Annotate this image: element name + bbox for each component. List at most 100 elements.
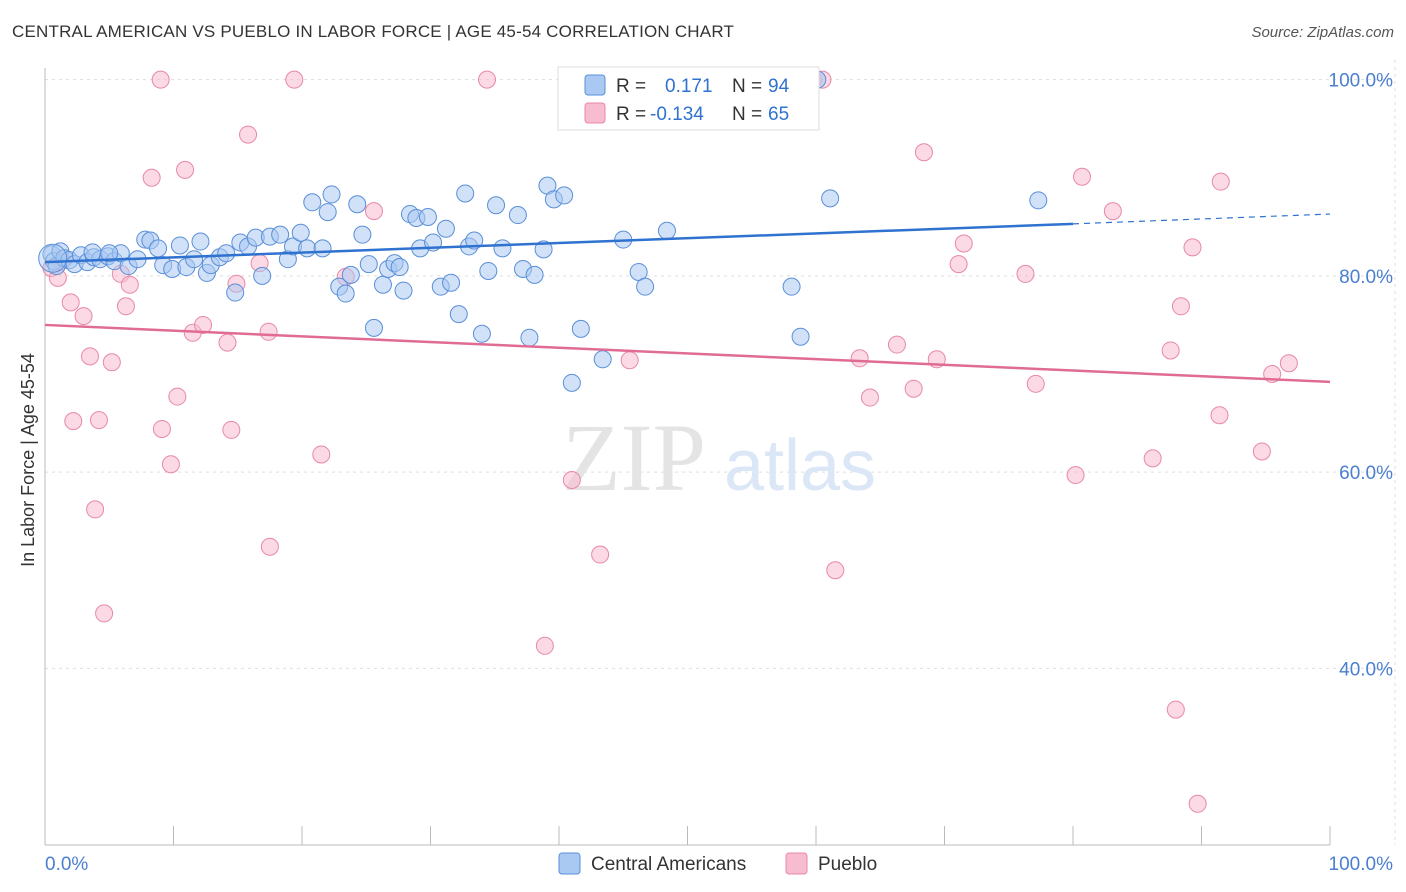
y-tick-label: 40.0% <box>1339 659 1393 680</box>
central-americans-point <box>1029 191 1048 210</box>
pueblo-point <box>478 70 497 89</box>
pueblo-trend-line <box>44 323 1331 384</box>
pueblo-point <box>1252 442 1271 461</box>
central-americans-point <box>390 258 409 277</box>
pueblo-point <box>218 333 237 352</box>
central-americans-point <box>562 373 581 392</box>
pueblo-point <box>239 125 258 144</box>
pueblo-point <box>260 537 279 556</box>
series-label-central-americans: Central Americans <box>591 854 746 875</box>
y-tick-label: 80.0% <box>1339 267 1393 288</box>
central-americans-point <box>341 265 360 284</box>
pueblo-point <box>61 293 80 312</box>
chart-title: CENTRAL AMERICAN VS PUEBLO IN LABOR FORC… <box>12 22 735 41</box>
central-americans-point <box>291 223 310 242</box>
y-tick-labels: 40.0% 60.0% 80.0% 100.0% <box>1329 71 1394 681</box>
central-americans-point <box>373 275 392 294</box>
source-label: Source: ZipAtlas.com <box>1251 24 1394 41</box>
pueblo-point <box>949 255 968 274</box>
central-americans-point <box>571 319 590 338</box>
central-americans-point <box>253 266 272 285</box>
pueblo-point <box>64 412 83 431</box>
pueblo-point <box>120 275 139 294</box>
pueblo-point <box>1171 297 1190 316</box>
legend-r-label-2: R = <box>616 104 646 125</box>
central-americans-point <box>353 225 372 244</box>
central-americans-point <box>791 327 810 346</box>
pueblo-point <box>89 411 108 430</box>
central-americans-point <box>821 189 840 208</box>
y-tick-label: 60.0% <box>1339 463 1393 484</box>
central-americans-point <box>303 193 322 212</box>
pueblo-point <box>850 349 869 368</box>
pueblo-point <box>826 561 845 580</box>
pueblo-point <box>1183 238 1202 257</box>
central-americans-point <box>555 186 574 205</box>
pueblo-point <box>364 202 383 221</box>
pueblo-point <box>904 379 923 398</box>
central-americans-point <box>100 244 119 263</box>
pueblo-point <box>1103 202 1122 221</box>
central-americans-point <box>472 324 491 343</box>
central-americans-point <box>313 239 332 258</box>
stats-legend: R = 0.171 N = 94 R = -0.134 N = 65 <box>557 66 820 131</box>
central-americans-point <box>191 232 210 251</box>
central-americans-trend-line <box>44 222 1074 264</box>
series-label-pueblo: Pueblo <box>818 854 877 875</box>
pueblo-point <box>285 70 304 89</box>
central-americans-point <box>456 184 475 203</box>
pueblo-point <box>1026 374 1045 393</box>
central-americans-point <box>657 221 676 240</box>
pueblo-point <box>914 143 933 162</box>
central-americans-point <box>525 265 544 284</box>
watermark-atlas: atlas <box>724 426 876 506</box>
pueblo-point <box>222 420 241 439</box>
pueblo-point <box>860 388 879 407</box>
central-americans-point <box>418 208 437 226</box>
pueblo-point <box>102 353 121 372</box>
pueblo-point <box>1279 354 1298 373</box>
central-americans-point <box>38 243 68 273</box>
pueblo-point <box>1166 700 1185 719</box>
pueblo-point <box>116 297 135 316</box>
central-americans-point <box>593 350 612 369</box>
x-tick-label-min: 0.0% <box>45 854 88 875</box>
central-americans-point <box>149 239 168 258</box>
central-americans-point <box>449 305 468 324</box>
legend-swatch-blue <box>584 74 606 96</box>
pueblo-point <box>1211 172 1230 191</box>
pueblo-point <box>194 315 213 334</box>
central-americans-point <box>298 239 317 258</box>
pueblo-point <box>591 545 610 564</box>
axes <box>44 68 1331 846</box>
pueblo-point <box>1016 264 1035 283</box>
central-americans-point <box>534 240 553 259</box>
central-americans-point <box>271 225 290 244</box>
central-americans-point <box>185 250 204 269</box>
y-tick-label: 100.0% <box>1329 71 1394 92</box>
legend-n-value-2: 65 <box>768 104 789 125</box>
pueblo-point <box>74 307 93 326</box>
central-americans-point <box>493 239 512 258</box>
pueblo-point <box>1066 466 1085 485</box>
central-americans-point <box>479 261 498 280</box>
pueblo-point <box>95 604 114 623</box>
central-americans-point <box>359 255 378 274</box>
legend-swatch-pink <box>584 102 606 124</box>
watermark-zip: ZIP <box>562 404 706 511</box>
pueblo-point <box>1072 167 1091 186</box>
central-americans-point <box>782 277 801 296</box>
pueblo-point <box>152 419 171 438</box>
trend-lines <box>44 213 1331 384</box>
x-tick-label-max: 100.0% <box>1329 854 1394 875</box>
pueblo-point <box>1210 406 1229 425</box>
pueblo-point <box>1143 449 1162 468</box>
central-americans-point <box>436 219 455 238</box>
central-americans-trend-extension <box>1072 213 1331 225</box>
pueblo-point <box>86 500 105 519</box>
central-americans-point <box>520 328 539 347</box>
pueblo-point <box>80 347 99 366</box>
legend-r-value-1: 0.171 <box>665 76 713 97</box>
central-americans-point <box>83 243 102 262</box>
